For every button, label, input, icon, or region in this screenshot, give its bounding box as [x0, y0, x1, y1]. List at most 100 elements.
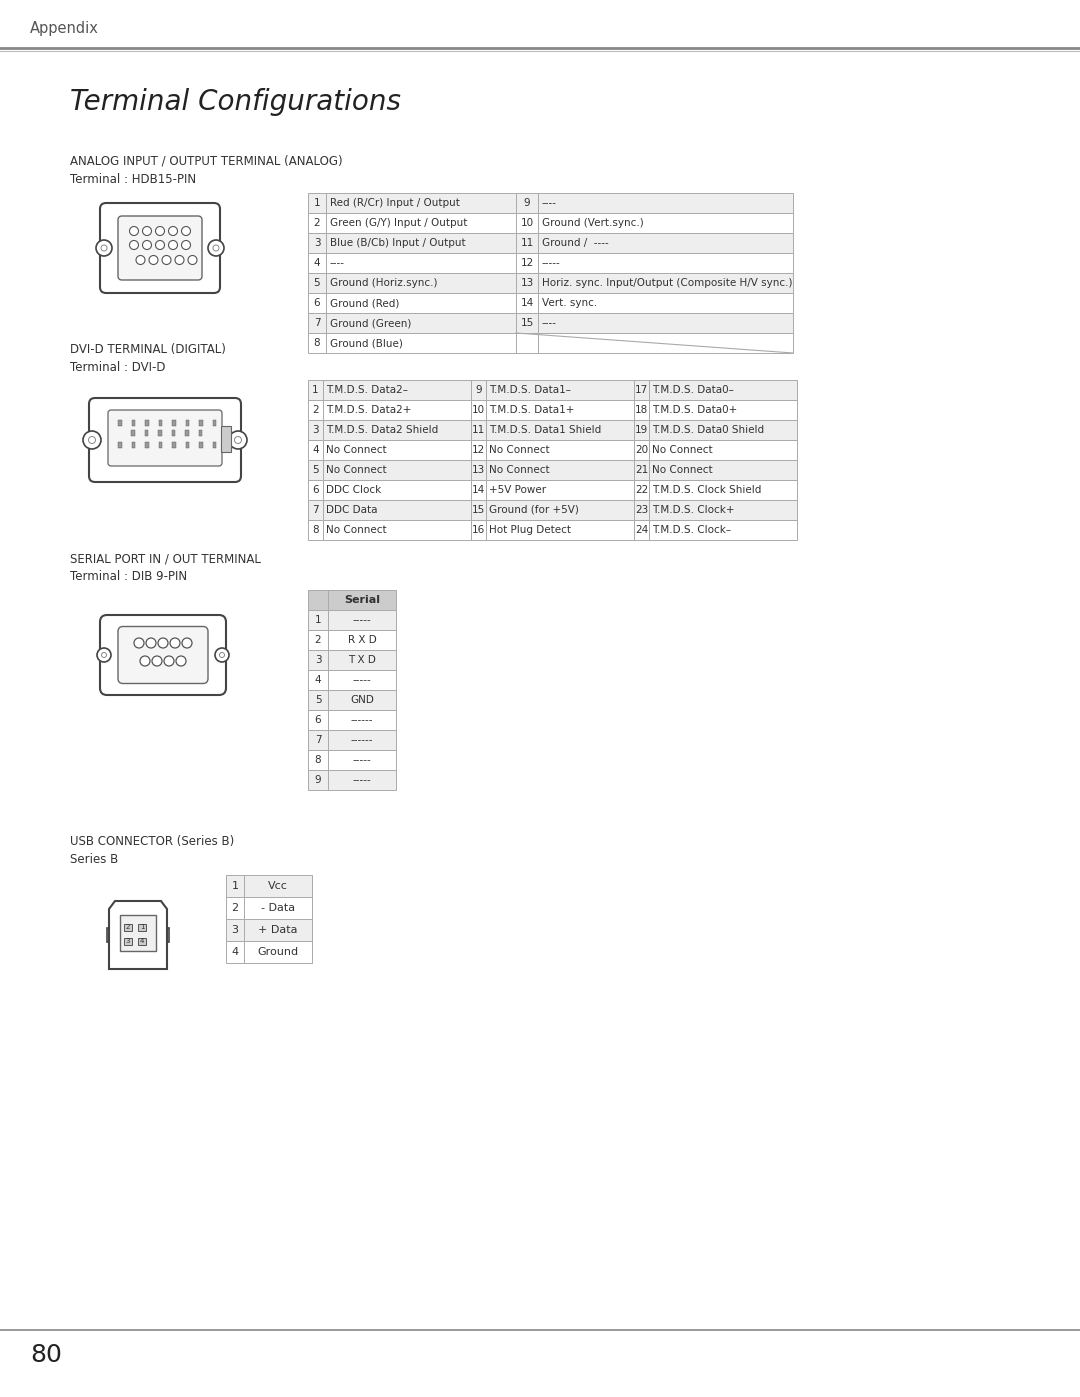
Bar — [308, 253, 326, 272]
Text: +5V Power: +5V Power — [489, 485, 546, 495]
Bar — [538, 313, 793, 332]
Bar — [172, 420, 175, 426]
Text: Hot Plug Detect: Hot Plug Detect — [489, 525, 571, 535]
Text: 10: 10 — [521, 218, 534, 228]
Bar — [185, 430, 189, 436]
Text: Ground (Horiz.sync.): Ground (Horiz.sync.) — [330, 278, 437, 288]
Text: 18: 18 — [635, 405, 648, 415]
Bar — [244, 897, 312, 919]
Text: T.M.D.S. Data0 Shield: T.M.D.S. Data0 Shield — [652, 425, 765, 434]
Text: 22: 22 — [635, 485, 648, 495]
Text: T.M.D.S. Data1+: T.M.D.S. Data1+ — [489, 405, 575, 415]
Bar — [244, 919, 312, 942]
Text: No Connect: No Connect — [489, 446, 550, 455]
Bar — [649, 420, 797, 440]
Circle shape — [97, 648, 111, 662]
Bar — [120, 915, 156, 951]
Bar — [118, 420, 121, 426]
Text: Appendix: Appendix — [30, 21, 99, 35]
Bar — [138, 937, 146, 944]
Bar — [308, 650, 328, 671]
FancyBboxPatch shape — [100, 615, 226, 694]
Circle shape — [162, 256, 171, 264]
Bar — [538, 293, 793, 313]
Bar — [308, 193, 326, 212]
Circle shape — [175, 256, 184, 264]
Bar — [649, 520, 797, 541]
Bar — [471, 400, 486, 420]
Bar — [244, 942, 312, 963]
Text: -----: ----- — [353, 754, 372, 766]
Bar — [323, 460, 471, 481]
Text: 11: 11 — [472, 425, 485, 434]
Text: 6: 6 — [313, 298, 321, 307]
Text: Ground (Green): Ground (Green) — [330, 319, 411, 328]
Text: Terminal Configurations: Terminal Configurations — [70, 88, 401, 116]
Bar — [308, 233, 326, 253]
Bar — [172, 430, 175, 436]
Text: No Connect: No Connect — [326, 525, 387, 535]
Circle shape — [89, 436, 95, 443]
Bar — [308, 690, 328, 710]
Bar — [308, 770, 328, 789]
Bar — [326, 293, 516, 313]
Text: 8: 8 — [314, 754, 322, 766]
Bar — [486, 460, 634, 481]
Text: T.M.D.S. Clock Shield: T.M.D.S. Clock Shield — [652, 485, 761, 495]
Bar — [132, 441, 135, 448]
Bar — [486, 520, 634, 541]
Circle shape — [130, 240, 138, 250]
Circle shape — [215, 648, 229, 662]
Text: T X D: T X D — [348, 655, 376, 665]
Text: 9: 9 — [475, 386, 482, 395]
Bar — [328, 690, 396, 710]
Bar — [308, 671, 328, 690]
Bar — [158, 430, 162, 436]
Text: 21: 21 — [635, 465, 648, 475]
Text: T.M.D.S. Data1 Shield: T.M.D.S. Data1 Shield — [489, 425, 602, 434]
Bar — [308, 212, 326, 233]
Text: Series B: Series B — [70, 854, 118, 866]
Text: 4: 4 — [314, 675, 322, 685]
Bar — [326, 233, 516, 253]
Text: Horiz. sync. Input/Output (Composite H/V sync.): Horiz. sync. Input/Output (Composite H/V… — [542, 278, 793, 288]
Bar — [328, 770, 396, 789]
Bar — [226, 875, 244, 897]
Text: 5: 5 — [314, 694, 322, 705]
Text: Ground: Ground — [257, 947, 298, 957]
Text: Red (R/Cr) Input / Output: Red (R/Cr) Input / Output — [330, 198, 460, 208]
Text: No Connect: No Connect — [652, 465, 713, 475]
Text: 3: 3 — [231, 925, 239, 935]
Text: 80: 80 — [30, 1343, 62, 1368]
Text: Blue (B/Cb) Input / Output: Blue (B/Cb) Input / Output — [330, 237, 465, 249]
Bar — [308, 293, 326, 313]
Bar — [649, 500, 797, 520]
Bar — [328, 610, 396, 630]
Circle shape — [219, 652, 225, 658]
Bar — [308, 710, 328, 731]
Bar — [213, 420, 216, 426]
Text: 23: 23 — [635, 504, 648, 515]
Text: 7: 7 — [314, 735, 322, 745]
Circle shape — [168, 226, 177, 236]
Text: 7: 7 — [312, 504, 319, 515]
Circle shape — [143, 226, 151, 236]
Bar — [328, 590, 396, 610]
Bar — [649, 460, 797, 481]
Bar — [124, 923, 132, 930]
Bar — [186, 441, 189, 448]
Bar — [516, 193, 538, 212]
Bar — [471, 481, 486, 500]
Circle shape — [170, 638, 180, 648]
Bar — [145, 430, 148, 436]
Text: 20: 20 — [635, 446, 648, 455]
Bar — [649, 400, 797, 420]
Text: 7: 7 — [313, 319, 321, 328]
Bar — [308, 460, 323, 481]
Text: Green (G/Y) Input / Output: Green (G/Y) Input / Output — [330, 218, 468, 228]
Bar — [308, 500, 323, 520]
Text: 4: 4 — [313, 258, 321, 268]
Bar — [138, 923, 146, 930]
Text: 14: 14 — [472, 485, 485, 495]
Text: DDC Data: DDC Data — [326, 504, 378, 515]
